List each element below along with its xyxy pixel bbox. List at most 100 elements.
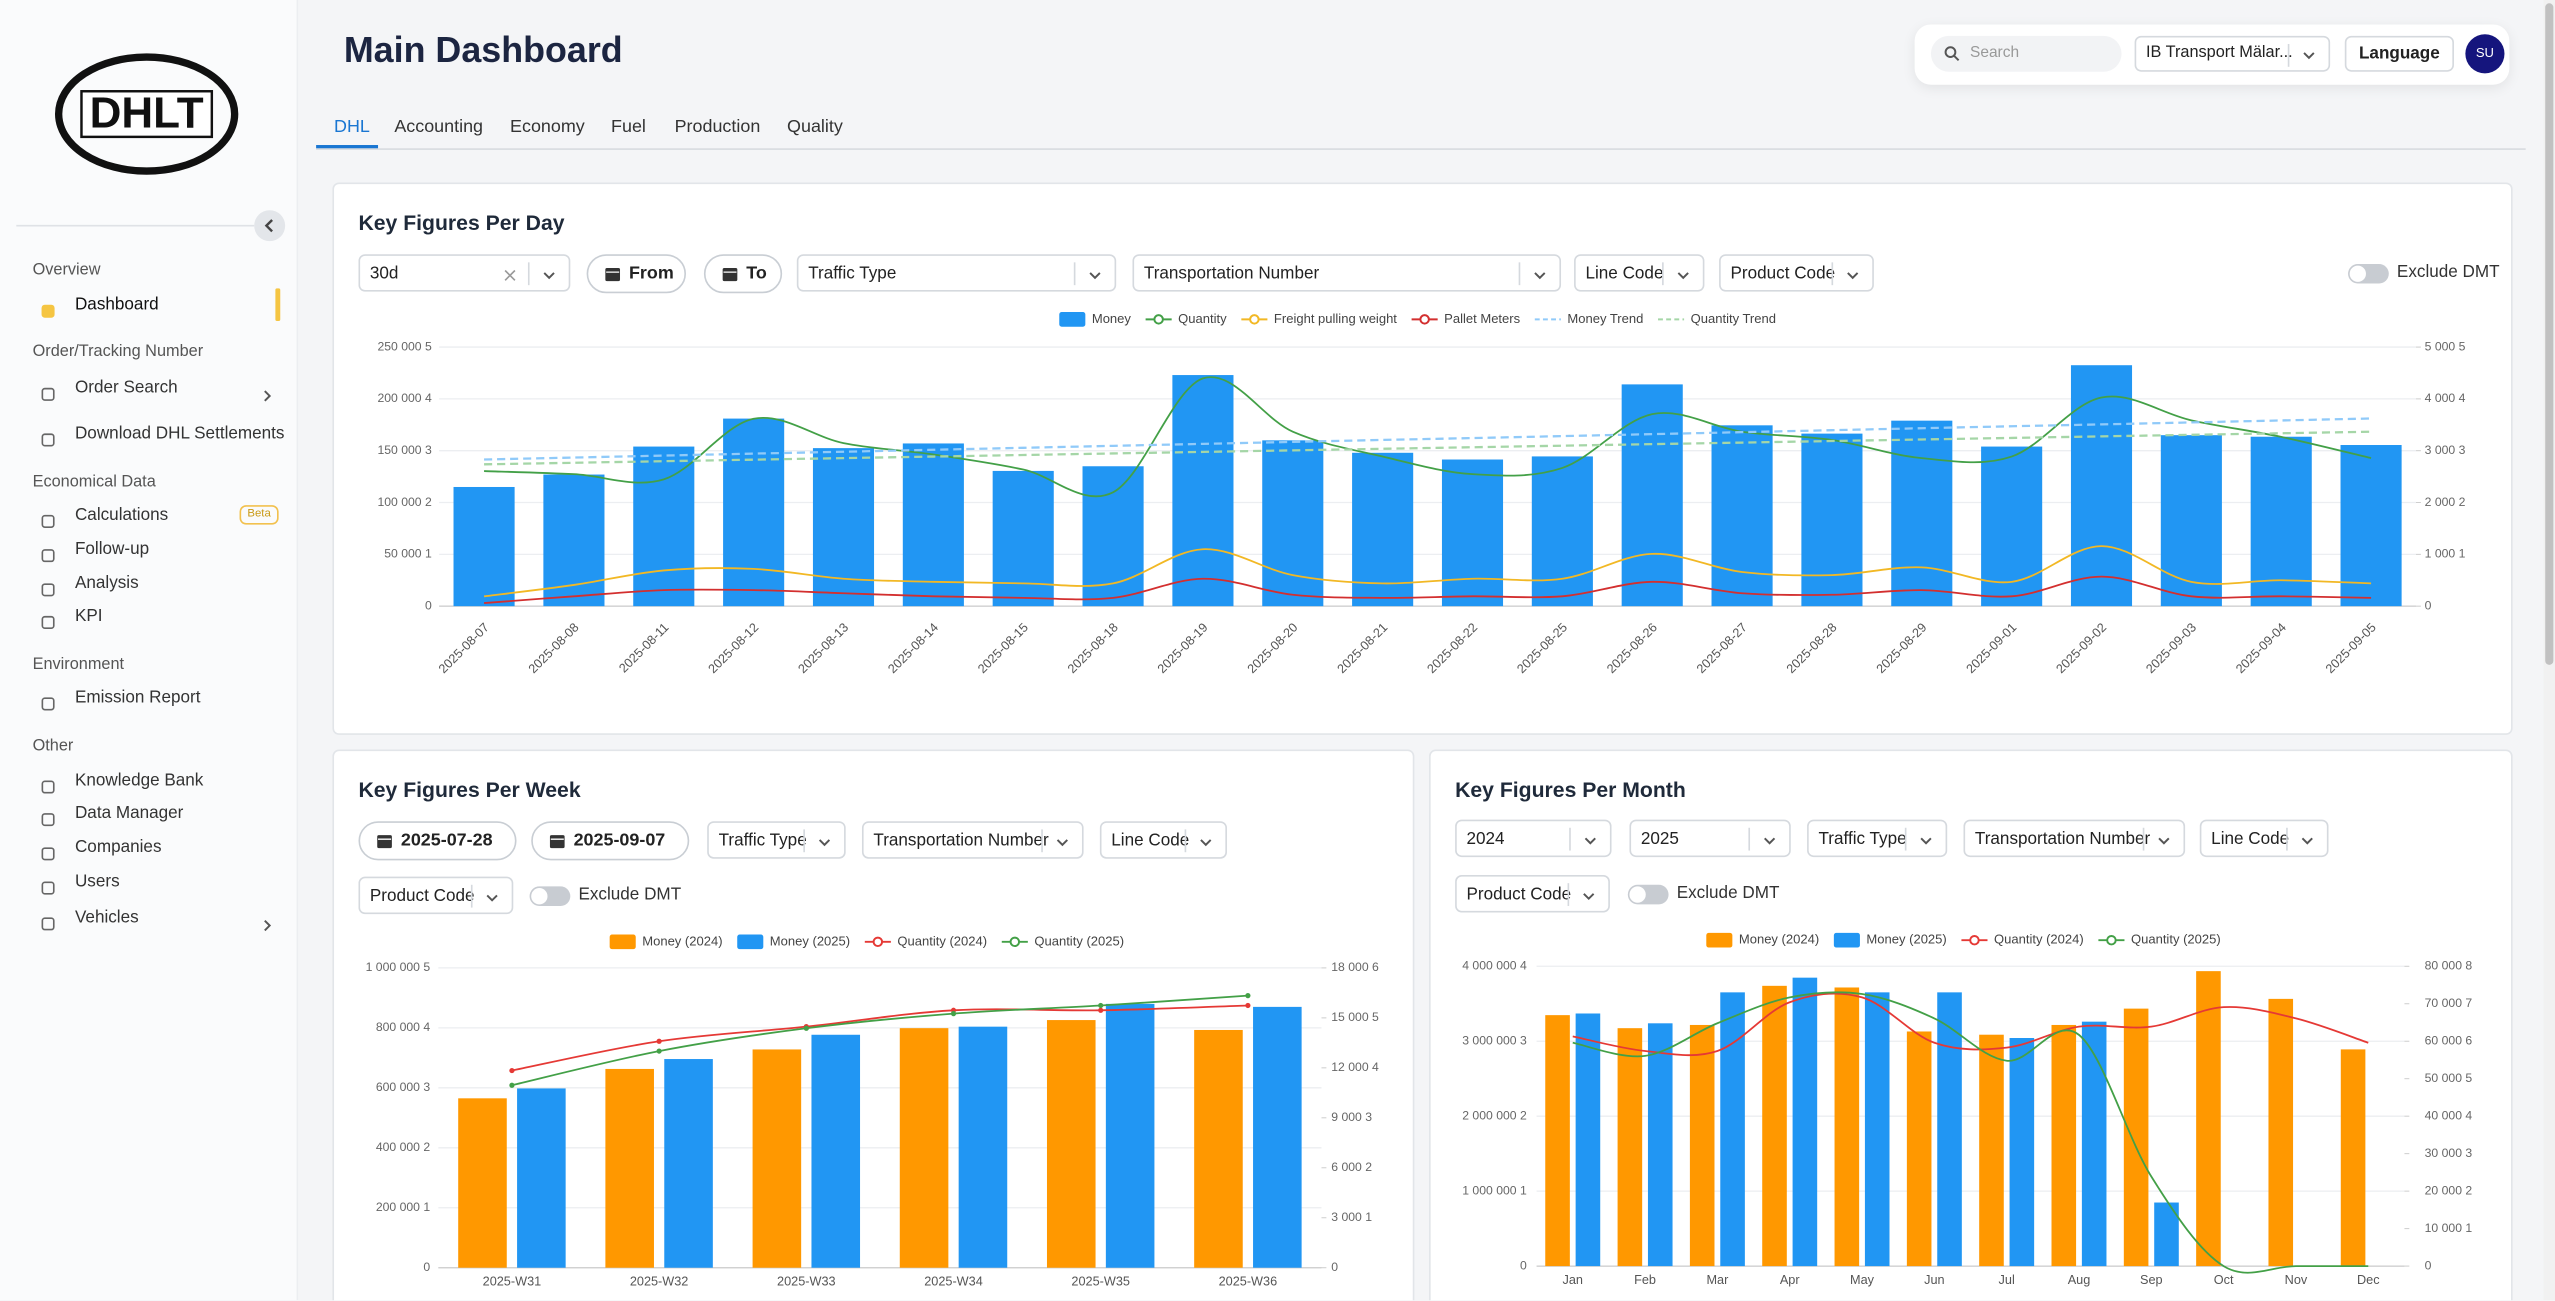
select-chevron <box>1056 834 1069 854</box>
date-button[interactable]: 2025-09-07 <box>531 821 690 861</box>
chevron-shape <box>264 390 272 402</box>
select-text: Traffic Type <box>1818 829 1907 849</box>
date-text: From <box>628 263 674 284</box>
select[interactable]: Traffic Type <box>796 254 1117 292</box>
nav-item[interactable]: Dashboard <box>74 294 159 315</box>
select[interactable]: 2024 <box>1455 819 1612 858</box>
chevron <box>486 894 498 902</box>
collapse-button[interactable] <box>254 210 286 242</box>
select[interactable]: Product Code <box>1719 254 1874 292</box>
select-text: Transportation Number <box>873 831 1049 851</box>
calendar-shape <box>605 268 621 282</box>
nav-item[interactable]: Companies <box>74 837 162 858</box>
nav-icon-shape <box>41 881 55 895</box>
select-divider <box>1831 262 1834 286</box>
scrollbar-thumb[interactable] <box>2545 3 2554 665</box>
select-chevron <box>2157 833 2170 853</box>
chevron <box>2158 837 2170 845</box>
select-chevron <box>1533 267 1546 287</box>
nav-item[interactable]: Data Manager <box>74 803 184 823</box>
chevron-shape <box>1764 837 1776 845</box>
select-divider <box>1748 827 1751 851</box>
nav-icon-shape <box>41 615 55 629</box>
tab[interactable]: Quality <box>787 117 843 137</box>
language-button[interactable]: Language <box>2344 35 2454 72</box>
select-divider <box>2286 827 2288 851</box>
calendar-body <box>605 268 621 282</box>
nav-item[interactable]: Users <box>74 871 120 892</box>
select[interactable]: Traffic Type <box>1807 819 1948 858</box>
nav-icon-rect <box>41 615 55 629</box>
nav-item[interactable]: KPI <box>74 606 103 626</box>
tab[interactable]: Fuel <box>611 117 646 137</box>
search-icon <box>1944 46 1960 61</box>
toggle[interactable] <box>1627 884 1669 905</box>
nav-icon <box>41 840 56 861</box>
company-select[interactable]: IB Transport Mälar... <box>2134 35 2331 72</box>
chart-card: Key Figures Per Week 2025-07-28 2025-09-07… <box>332 749 1415 1301</box>
nav-item[interactable]: Vehicles <box>74 907 139 928</box>
select[interactable]: Product Code <box>1455 875 1610 913</box>
select[interactable]: Transportation Number <box>861 821 1084 859</box>
toggle-label: Exclude DMT <box>1676 883 1780 903</box>
chevron-shape <box>543 272 555 280</box>
select[interactable]: Product Code <box>358 876 514 915</box>
nav-item[interactable]: Emission Report <box>74 687 201 708</box>
date-button[interactable]: 2025-07-28 <box>358 821 517 861</box>
select[interactable]: Traffic Type <box>707 821 846 859</box>
avatar[interactable]: SU <box>2465 34 2505 74</box>
chevron <box>1920 837 1932 845</box>
search-placeholder: Search <box>1970 43 2020 62</box>
select-chevron <box>1677 267 1690 287</box>
date-button[interactable]: To <box>703 254 783 294</box>
toggle[interactable] <box>2348 263 2389 284</box>
nav-icon-shape <box>41 549 55 563</box>
tabs-line <box>316 148 2526 150</box>
nav-heading: Overview <box>32 261 101 280</box>
clear-icon <box>504 267 517 287</box>
select-text: Line Code <box>1111 831 1190 851</box>
toggle[interactable] <box>529 886 571 906</box>
nav-item[interactable]: Download DHL Settlements <box>74 423 285 444</box>
tab[interactable]: DHL <box>334 117 370 137</box>
date-text: 2025-07-28 <box>400 831 493 851</box>
chevron-shape <box>264 919 272 932</box>
select[interactable]: Transportation Number <box>1963 819 2186 858</box>
select-divider <box>1041 829 1043 853</box>
calendar-icon <box>376 833 392 854</box>
select[interactable]: 30d <box>358 254 571 292</box>
nav-item[interactable]: Follow-up <box>74 539 150 559</box>
select[interactable]: Line Code <box>2199 819 2329 858</box>
chevron <box>1089 272 1101 280</box>
tab[interactable]: Accounting <box>394 117 484 137</box>
nav-item[interactable]: Calculations <box>74 505 169 525</box>
date-text: To <box>746 263 767 284</box>
select[interactable]: 2025 <box>1629 819 1791 858</box>
logo-text: DHLT <box>90 88 204 137</box>
select-text: Product Code <box>1466 884 1572 905</box>
nav-item[interactable]: Order Search <box>74 378 178 398</box>
date-button[interactable]: From <box>586 254 687 294</box>
nav-icon <box>41 609 56 629</box>
select[interactable]: Line Code <box>1099 821 1227 859</box>
nav-item[interactable]: Knowledge Bank <box>74 770 204 791</box>
tab[interactable]: Economy <box>510 117 585 137</box>
chevron <box>264 390 272 402</box>
nav-icon-shape <box>41 917 55 931</box>
chevron-shape <box>1677 272 1689 280</box>
chevron <box>1677 272 1689 280</box>
select-divider <box>1662 262 1664 286</box>
select[interactable]: Line Code <box>1574 254 1705 292</box>
select-divider <box>1569 827 1571 851</box>
nav-icon <box>41 297 56 318</box>
select-divider <box>803 829 805 853</box>
search-box[interactable]: Search <box>1930 35 2122 72</box>
tab[interactable]: Production <box>674 117 761 137</box>
nav-heading: Other <box>32 737 74 756</box>
nav-icon <box>41 426 56 447</box>
select[interactable]: Transportation Number <box>1132 254 1562 292</box>
nav-item[interactable]: Analysis <box>74 573 139 594</box>
select-chevron <box>818 834 831 854</box>
select-chevron <box>1584 833 1597 853</box>
